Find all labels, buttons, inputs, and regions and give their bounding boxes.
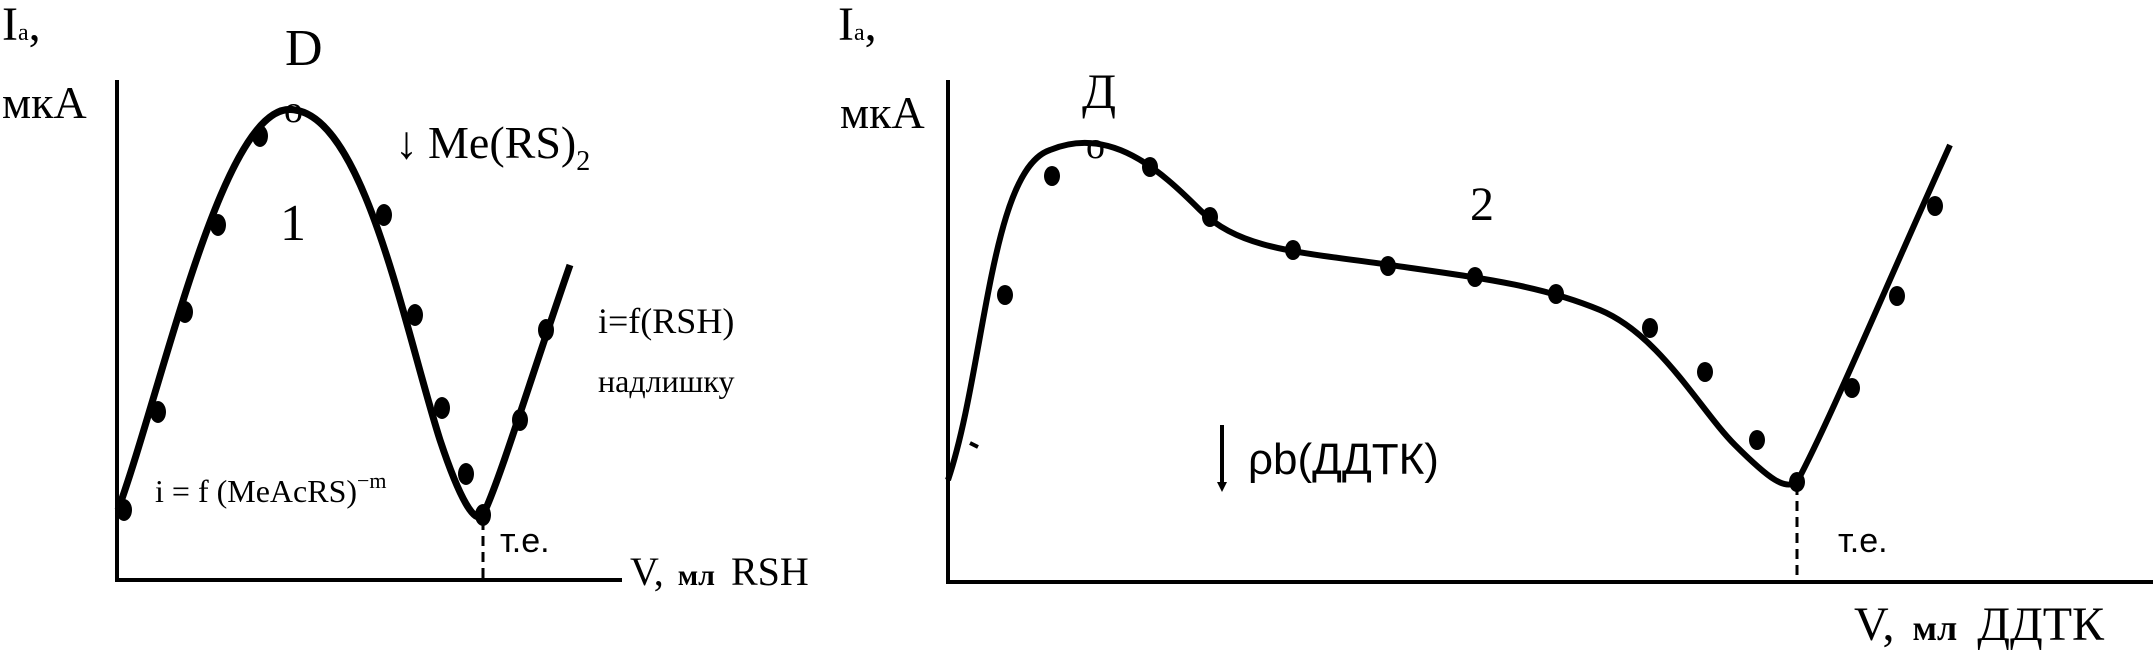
right-y-unit: мкА <box>840 87 925 138</box>
right-peak-label: Д <box>1082 63 1116 119</box>
left-curve-number: 1 <box>280 195 306 252</box>
data-point <box>458 463 474 485</box>
data-point <box>1380 256 1396 276</box>
left-endpoint-label: т.е. <box>500 522 550 560</box>
data-point <box>150 401 166 423</box>
right-curve-number: 2 <box>1470 178 1494 231</box>
right-y-label: Ia, <box>838 0 877 51</box>
left-y-unit: мкА <box>2 77 87 128</box>
left-peak-label: D <box>285 20 323 77</box>
data-point <box>1202 207 1218 227</box>
right-titration-curve <box>945 139 1953 488</box>
data-point <box>1044 166 1060 186</box>
left-precipitate-label: ↓ Me(RS)2 <box>395 117 590 177</box>
data-point <box>1467 267 1483 287</box>
data-point <box>407 304 423 326</box>
data-point <box>1789 472 1805 492</box>
data-point <box>252 125 268 147</box>
data-point <box>1749 430 1765 450</box>
data-point <box>434 397 450 419</box>
left-peak-marker: o <box>284 89 303 131</box>
data-point <box>1927 196 1943 216</box>
data-point <box>1697 362 1713 382</box>
data-point <box>538 319 554 341</box>
right-data-points <box>997 157 1943 492</box>
data-point <box>1642 318 1658 338</box>
data-point <box>512 409 528 431</box>
right-panel: Ia, мкА Д o 2 ρb(ДДТК) т.е. V, мл ДДТК <box>838 0 2153 651</box>
data-point <box>475 504 491 526</box>
right-endpoint-label: т.е. <box>1838 522 1888 560</box>
left-data-points <box>116 125 554 526</box>
left-panel: Ia, мкА D o 1 ↓ Me(RS)2 i=f(RSH) надлишку… <box>2 0 809 594</box>
data-point <box>997 285 1013 305</box>
left-formula-initial: i = f (MeAcRS)−m <box>155 468 387 509</box>
data-point <box>1548 284 1564 304</box>
right-start-tick <box>969 441 979 449</box>
data-point <box>177 301 193 323</box>
data-point <box>1285 240 1301 260</box>
data-point <box>1142 157 1158 177</box>
left-formula-excess: i=f(RSH) <box>598 301 734 341</box>
left-titration-curve <box>114 106 574 521</box>
data-point <box>376 204 392 226</box>
data-point <box>210 214 226 236</box>
left-x-label: V, мл RSH <box>630 549 809 594</box>
data-point <box>1844 378 1860 398</box>
left-y-label: Ia, <box>2 0 41 51</box>
right-peak-marker: o <box>1086 125 1105 167</box>
data-point <box>1889 286 1905 306</box>
data-point <box>116 499 132 521</box>
right-precipitate-label: ρb(ДДТК) <box>1248 435 1439 484</box>
right-x-label: V, мл ДДТК <box>1854 598 2105 651</box>
left-excess-word: надлишку <box>598 363 734 399</box>
